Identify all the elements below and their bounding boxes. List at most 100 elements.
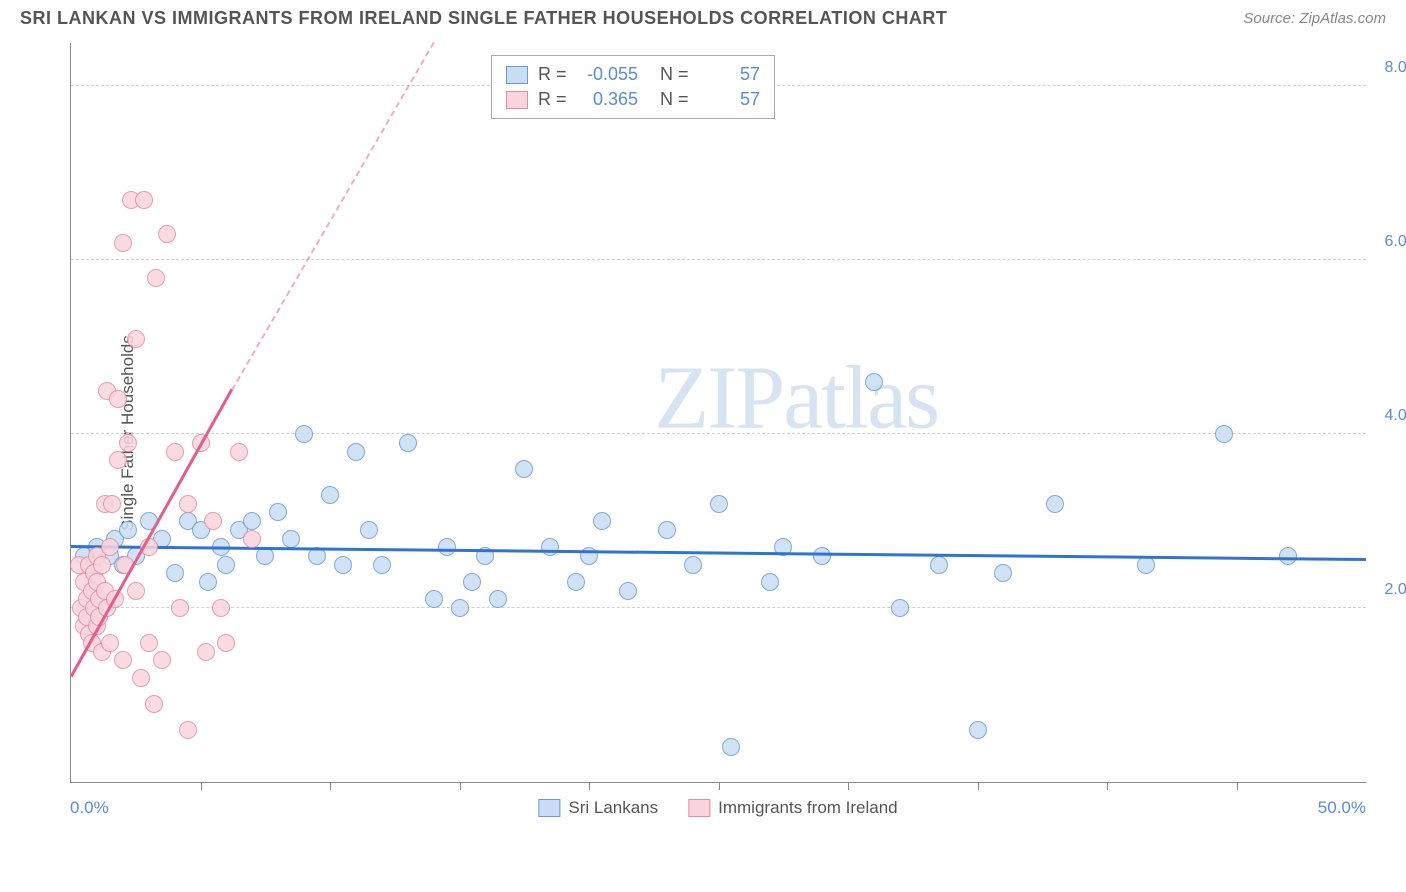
- scatter-point: [93, 556, 111, 574]
- scatter-point: [101, 634, 119, 652]
- scatter-point: [256, 547, 274, 565]
- legend-item: Sri Lankans: [538, 798, 658, 818]
- scatter-point: [127, 582, 145, 600]
- scatter-point: [179, 721, 197, 739]
- scatter-point: [541, 538, 559, 556]
- scatter-point: [114, 651, 132, 669]
- scatter-point: [282, 530, 300, 548]
- n-value: 57: [700, 64, 760, 85]
- scatter-point: [1279, 547, 1297, 565]
- x-tick: [1237, 782, 1238, 790]
- n-label: N =: [660, 64, 690, 85]
- x-axis-min-label: 0.0%: [70, 798, 109, 818]
- scatter-point: [140, 634, 158, 652]
- chart-source: Source: ZipAtlas.com: [1243, 10, 1386, 27]
- scatter-point: [132, 669, 150, 687]
- scatter-point: [722, 738, 740, 756]
- scatter-point: [813, 547, 831, 565]
- scatter-point: [204, 512, 222, 530]
- scatter-point: [399, 434, 417, 452]
- scatter-point: [684, 556, 702, 574]
- legend-swatch: [506, 91, 528, 109]
- scatter-point: [103, 495, 121, 513]
- scatter-point: [147, 269, 165, 287]
- scatter-point: [199, 573, 217, 591]
- x-tick: [719, 782, 720, 790]
- gridline: [71, 433, 1366, 434]
- n-label: N =: [660, 89, 690, 110]
- chart-header: SRI LANKAN VS IMMIGRANTS FROM IRELAND SI…: [0, 0, 1406, 33]
- trend-line: [231, 42, 435, 391]
- scatter-point: [269, 503, 287, 521]
- source-name: ZipAtlas.com: [1299, 10, 1386, 27]
- scatter-point: [969, 721, 987, 739]
- legend-swatch: [506, 66, 528, 84]
- scatter-point: [321, 486, 339, 504]
- plot-area: ZIPatlas 2.0%4.0%6.0%8.0%R =-0.055N =57R…: [70, 43, 1366, 783]
- y-tick-label: 4.0%: [1385, 407, 1406, 425]
- scatter-point: [515, 460, 533, 478]
- source-label: Source:: [1243, 10, 1295, 27]
- scatter-point: [158, 225, 176, 243]
- scatter-point: [153, 651, 171, 669]
- scatter-point: [114, 234, 132, 252]
- scatter-point: [119, 521, 137, 539]
- scatter-point: [197, 643, 215, 661]
- scatter-point: [127, 330, 145, 348]
- y-tick-label: 2.0%: [1385, 581, 1406, 599]
- x-tick: [589, 782, 590, 790]
- scatter-point: [463, 573, 481, 591]
- legend-label: Immigrants from Ireland: [718, 798, 898, 818]
- chart-title: SRI LANKAN VS IMMIGRANTS FROM IRELAND SI…: [20, 8, 947, 29]
- n-value: 57: [700, 89, 760, 110]
- legend-item: Immigrants from Ireland: [688, 798, 898, 818]
- scatter-point: [930, 556, 948, 574]
- scatter-point: [619, 582, 637, 600]
- scatter-point: [109, 390, 127, 408]
- scatter-point: [1215, 425, 1233, 443]
- scatter-point: [217, 634, 235, 652]
- chart-container: Single Father Households ZIPatlas 2.0%4.…: [50, 33, 1386, 833]
- scatter-point: [347, 443, 365, 461]
- r-label: R =: [538, 64, 568, 85]
- legend-swatch: [688, 799, 710, 817]
- y-tick-label: 6.0%: [1385, 233, 1406, 251]
- scatter-point: [217, 556, 235, 574]
- scatter-point: [1046, 495, 1064, 513]
- r-label: R =: [538, 89, 568, 110]
- scatter-point: [179, 495, 197, 513]
- stats-box: R = -0.055 N = 57 R = 0.365 N = 57: [491, 55, 775, 119]
- scatter-point: [145, 695, 163, 713]
- r-value: 0.365: [578, 89, 638, 110]
- scatter-point: [489, 590, 507, 608]
- scatter-point: [135, 191, 153, 209]
- scatter-point: [230, 443, 248, 461]
- scatter-point: [243, 530, 261, 548]
- scatter-point: [166, 443, 184, 461]
- x-tick: [978, 782, 979, 790]
- gridline: [71, 259, 1366, 260]
- gridline: [71, 607, 1366, 608]
- scatter-point: [334, 556, 352, 574]
- scatter-point: [360, 521, 378, 539]
- scatter-point: [891, 599, 909, 617]
- scatter-point: [761, 573, 779, 591]
- stats-row: R = 0.365 N = 57: [506, 87, 760, 112]
- scatter-point: [658, 521, 676, 539]
- scatter-point: [425, 590, 443, 608]
- scatter-point: [865, 373, 883, 391]
- scatter-point: [710, 495, 728, 513]
- scatter-point: [451, 599, 469, 617]
- scatter-point: [101, 538, 119, 556]
- scatter-point: [593, 512, 611, 530]
- scatter-point: [438, 538, 456, 556]
- scatter-point: [171, 599, 189, 617]
- bottom-legend: Sri Lankans Immigrants from Ireland: [538, 798, 897, 818]
- x-tick: [848, 782, 849, 790]
- y-tick-label: 8.0%: [1385, 59, 1406, 77]
- scatter-point: [295, 425, 313, 443]
- scatter-point: [212, 599, 230, 617]
- r-value: -0.055: [578, 64, 638, 85]
- x-tick: [460, 782, 461, 790]
- scatter-point: [373, 556, 391, 574]
